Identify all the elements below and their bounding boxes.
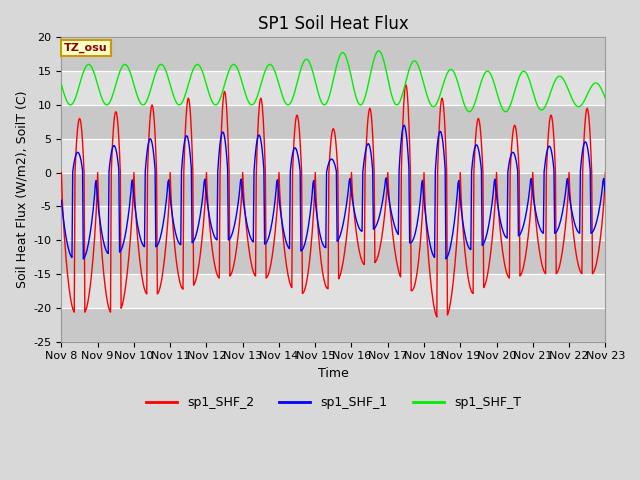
Bar — [61, 172, 605, 206]
Bar — [61, 105, 605, 139]
Bar — [61, 308, 605, 342]
Bar — [61, 274, 605, 308]
Text: TZ_osu: TZ_osu — [64, 43, 108, 53]
Legend: sp1_SHF_2, sp1_SHF_1, sp1_SHF_T: sp1_SHF_2, sp1_SHF_1, sp1_SHF_T — [141, 391, 526, 414]
Bar — [61, 71, 605, 105]
Bar — [61, 139, 605, 172]
Title: SP1 Soil Heat Flux: SP1 Soil Heat Flux — [258, 15, 409, 33]
Y-axis label: Soil Heat Flux (W/m2), SoilT (C): Soil Heat Flux (W/m2), SoilT (C) — [15, 91, 28, 288]
Bar — [61, 206, 605, 240]
Bar — [61, 240, 605, 274]
Bar — [61, 37, 605, 71]
X-axis label: Time: Time — [318, 367, 349, 380]
